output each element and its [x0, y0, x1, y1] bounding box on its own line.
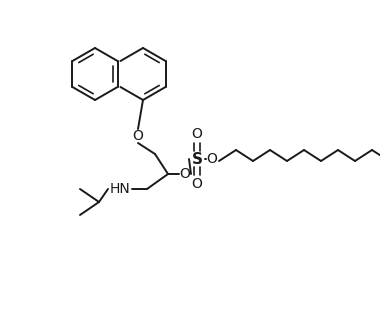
Text: O: O — [192, 127, 203, 141]
Text: HN: HN — [109, 182, 130, 196]
Text: O: O — [207, 152, 217, 166]
Text: O: O — [180, 167, 190, 181]
Text: O: O — [192, 177, 203, 191]
Text: S: S — [192, 151, 203, 167]
Text: O: O — [133, 129, 143, 143]
